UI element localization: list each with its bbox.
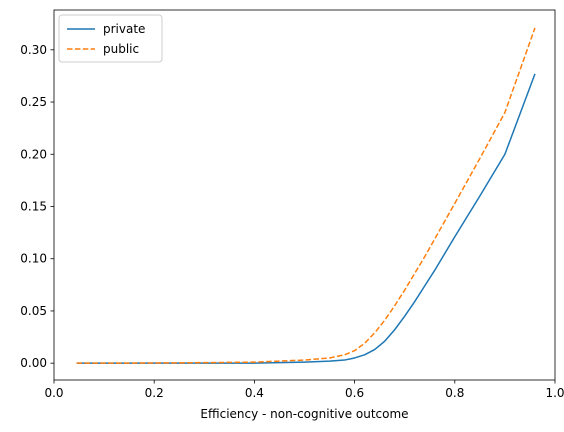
y-tick-label: 0.10 bbox=[20, 252, 47, 266]
series-line-public bbox=[76, 27, 536, 364]
x-tick-label: 1.0 bbox=[545, 386, 564, 400]
legend-label-private: private bbox=[103, 22, 145, 36]
legend-label-public: public bbox=[103, 42, 139, 56]
x-tick-label: 0.0 bbox=[44, 386, 63, 400]
y-tick-label: 0.15 bbox=[20, 199, 47, 213]
y-axis-ticks: 0.00 0.05 0.10 0.15 0.20 0.25 0.30 bbox=[20, 43, 54, 370]
x-axis-ticks: 0.0 0.2 0.4 0.6 0.8 1.0 bbox=[44, 380, 564, 400]
x-tick-label: 0.2 bbox=[145, 386, 164, 400]
y-tick-label: 0.00 bbox=[20, 356, 47, 370]
plot-area bbox=[53, 9, 556, 381]
y-tick-label: 0.30 bbox=[20, 43, 47, 57]
legend: private public bbox=[58, 14, 163, 63]
y-tick-label: 0.20 bbox=[20, 147, 47, 161]
x-axis-label: Efficiency - non-cognitive outcome bbox=[200, 407, 408, 421]
x-tick-label: 0.6 bbox=[345, 386, 364, 400]
y-tick-label: 0.25 bbox=[20, 95, 47, 109]
series-lines bbox=[76, 27, 536, 364]
y-tick-label: 0.05 bbox=[20, 304, 47, 318]
x-tick-label: 0.4 bbox=[245, 386, 264, 400]
x-tick-label: 0.8 bbox=[445, 386, 464, 400]
legend-box bbox=[58, 14, 163, 63]
plot-frame bbox=[53, 9, 556, 381]
series-line-private bbox=[76, 73, 536, 364]
